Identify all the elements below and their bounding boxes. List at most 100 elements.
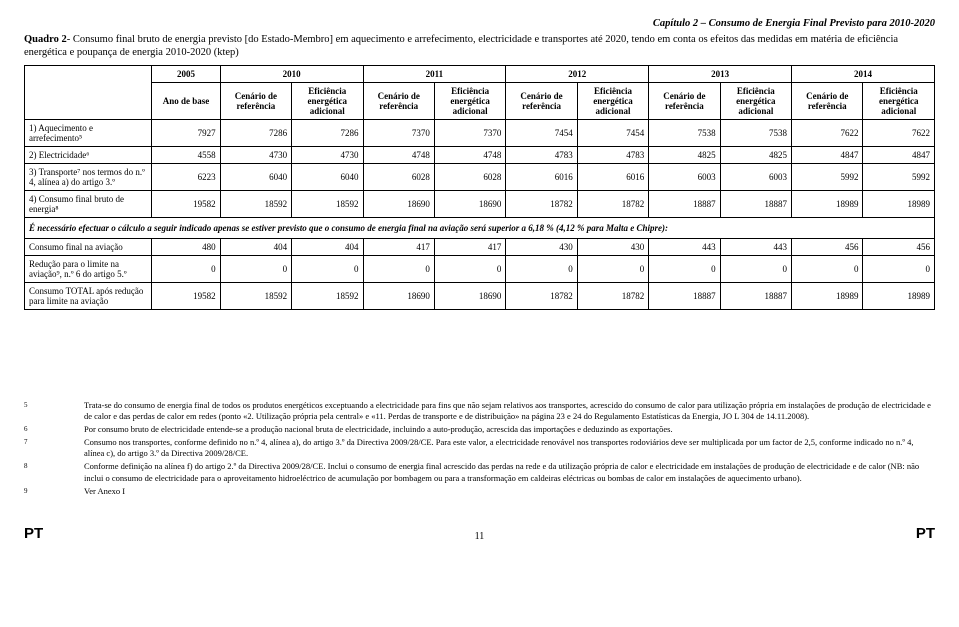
cell-value: 4847 [792, 147, 863, 164]
sub-eficiencia: Eficiência energética adicional [863, 83, 935, 120]
cell-value: 4558 [152, 147, 220, 164]
cell-value: 417 [434, 239, 505, 256]
cell-value: 4748 [434, 147, 505, 164]
note-row: É necessário efectuar o cálculo a seguir… [25, 218, 935, 239]
cell-value: 7454 [577, 120, 648, 147]
year-2014: 2014 [792, 66, 935, 83]
sub-eficiencia: Eficiência energética adicional [292, 83, 363, 120]
cell-value: 0 [649, 256, 720, 283]
footnote-text: Conforme definição na alínea f) do artig… [84, 461, 935, 483]
cell-value: 18592 [220, 283, 291, 310]
row-label: Consumo TOTAL após redução para limite n… [25, 283, 152, 310]
footnote-text: Por consumo bruto de electricidade enten… [84, 424, 935, 435]
cell-value: 6003 [720, 164, 791, 191]
cell-value: 0 [363, 256, 434, 283]
footnote: 8Conforme definição na alínea f) do arti… [24, 461, 935, 483]
cell-value: 6223 [152, 164, 220, 191]
footnote: 7Consumo nos transportes, conforme defin… [24, 437, 935, 459]
cell-value: 18592 [220, 191, 291, 218]
table-row: 4) Consumo final bruto de energia⁸195821… [25, 191, 935, 218]
cell-value: 4730 [220, 147, 291, 164]
table-row: 1) Aquecimento e arrefecimento⁵792772867… [25, 120, 935, 147]
cell-value: 7622 [792, 120, 863, 147]
cell-value: 6003 [649, 164, 720, 191]
cell-value: 7454 [506, 120, 577, 147]
cell-value: 18989 [863, 191, 935, 218]
sub-eficiencia: Eficiência energética adicional [434, 83, 505, 120]
table-row: 2) Electricidade⁶45584730473047484748478… [25, 147, 935, 164]
cell-value: 18690 [434, 283, 505, 310]
year-2011: 2011 [363, 66, 506, 83]
sub-cenario: Cenário de referência [506, 83, 577, 120]
row-label: 3) Transporte⁷ nos termos do n.º 4, alín… [25, 164, 152, 191]
note-text: É necessário efectuar o cálculo a seguir… [25, 218, 935, 239]
cell-value: 0 [506, 256, 577, 283]
year-2013: 2013 [649, 66, 792, 83]
cell-value: 18989 [792, 191, 863, 218]
sub-header-row: Ano de base Cenário de referência Eficiê… [25, 83, 935, 120]
cell-value: 417 [363, 239, 434, 256]
table-row: Consumo TOTAL após redução para limite n… [25, 283, 935, 310]
table-row: 3) Transporte⁷ nos termos do n.º 4, alín… [25, 164, 935, 191]
footnote: 9Ver Anexo I [24, 486, 935, 497]
page-footer: PT 11 PT [24, 525, 935, 542]
cell-value: 18887 [720, 191, 791, 218]
cell-value: 18690 [434, 191, 505, 218]
cell-value: 0 [577, 256, 648, 283]
cell-value: 0 [792, 256, 863, 283]
cell-value: 456 [792, 239, 863, 256]
footer-left: PT [24, 525, 43, 542]
row-label: 4) Consumo final bruto de energia⁸ [25, 191, 152, 218]
chapter-heading: Capítulo 2 – Consumo de Energia Final Pr… [24, 18, 935, 29]
row-label: Consumo final na aviação [25, 239, 152, 256]
cell-value: 18782 [577, 191, 648, 218]
caption-rest: - Consumo final bruto de energia previst… [24, 34, 898, 58]
footnote-number: 7 [24, 437, 84, 459]
cell-value: 4783 [506, 147, 577, 164]
sub-cenario: Cenário de referência [363, 83, 434, 120]
cell-value: 19582 [152, 283, 220, 310]
footnote-number: 6 [24, 424, 84, 435]
footnote-number: 5 [24, 400, 84, 422]
footnotes: 5Trata-se do consumo de energia final de… [24, 400, 935, 496]
year-2012: 2012 [506, 66, 649, 83]
cell-value: 0 [720, 256, 791, 283]
cell-value: 443 [720, 239, 791, 256]
cell-value: 18690 [363, 283, 434, 310]
cell-value: 18887 [649, 283, 720, 310]
energy-table: 2005 2010 2011 2012 2013 2014 Ano de bas… [24, 65, 935, 310]
cell-value: 6040 [292, 164, 363, 191]
table-row: Consumo final na aviação4804044044174174… [25, 239, 935, 256]
cell-value: 4783 [577, 147, 648, 164]
row-label: Redução para o limite na aviação⁹, n.º 6… [25, 256, 152, 283]
footnote: 5Trata-se do consumo de energia final de… [24, 400, 935, 422]
cell-value: 456 [863, 239, 935, 256]
cell-value: 18887 [649, 191, 720, 218]
caption-lead: Quadro 2 [24, 34, 67, 45]
cell-value: 5992 [863, 164, 935, 191]
cell-value: 6028 [434, 164, 505, 191]
footnote-text: Trata-se do consumo de energia final de … [84, 400, 935, 422]
footnote-number: 9 [24, 486, 84, 497]
cell-value: 4730 [292, 147, 363, 164]
cell-value: 18782 [506, 191, 577, 218]
sub-cenario: Cenário de referência [792, 83, 863, 120]
footnote: 6Por consumo bruto de electricidade ente… [24, 424, 935, 435]
cell-value: 6028 [363, 164, 434, 191]
cell-value: 18690 [363, 191, 434, 218]
cell-value: 6016 [577, 164, 648, 191]
cell-value: 18592 [292, 283, 363, 310]
cell-value: 0 [152, 256, 220, 283]
year-2005: 2005 [152, 66, 220, 83]
sub-eficiencia: Eficiência energética adicional [720, 83, 791, 120]
cell-value: 4847 [863, 147, 935, 164]
sub-cenario: Cenário de referência [220, 83, 291, 120]
table-row: Redução para o limite na aviação⁹, n.º 6… [25, 256, 935, 283]
year-2010: 2010 [220, 66, 363, 83]
cell-value: 18782 [577, 283, 648, 310]
row-label: 2) Electricidade⁶ [25, 147, 152, 164]
cell-value: 7927 [152, 120, 220, 147]
cell-value: 404 [292, 239, 363, 256]
footnote-number: 8 [24, 461, 84, 483]
cell-value: 4825 [720, 147, 791, 164]
